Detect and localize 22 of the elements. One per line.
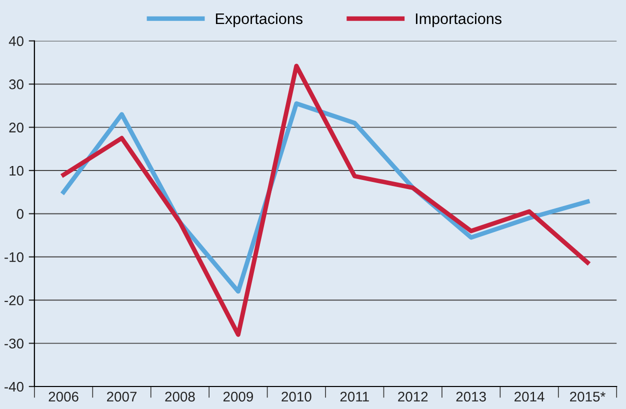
x-tick-label: 2011 <box>340 392 369 402</box>
y-tick-label: -40 <box>4 382 24 392</box>
y-tick-label: 40 <box>8 36 24 46</box>
x-tick-label: 2012 <box>398 392 428 402</box>
legend-label: Exportacions <box>216 12 302 28</box>
y-tick-label: 10 <box>10 166 24 176</box>
x-tick-label: 2013 <box>456 392 486 402</box>
y-tick-label: -20 <box>4 295 24 306</box>
y-tick-label: 30 <box>9 79 24 90</box>
x-tick-label: 2010 <box>282 392 312 402</box>
x-tick-label: 2014 <box>514 392 544 402</box>
y-tick-label: 0 <box>16 209 24 219</box>
x-tick-label: 2006 <box>48 392 78 402</box>
y-tick-label: -10 <box>4 252 24 262</box>
legend-label: Importacions <box>416 12 502 28</box>
x-tick-label: 2008 <box>165 392 195 402</box>
x-tick-label: 2009 <box>223 392 253 402</box>
y-tick-label: 20 <box>9 122 24 132</box>
y-tick-label: -30 <box>4 338 24 348</box>
x-tick-label: 2015* <box>570 392 606 402</box>
x-tick-label: 2007 <box>107 392 137 402</box>
line-series <box>61 64 590 337</box>
